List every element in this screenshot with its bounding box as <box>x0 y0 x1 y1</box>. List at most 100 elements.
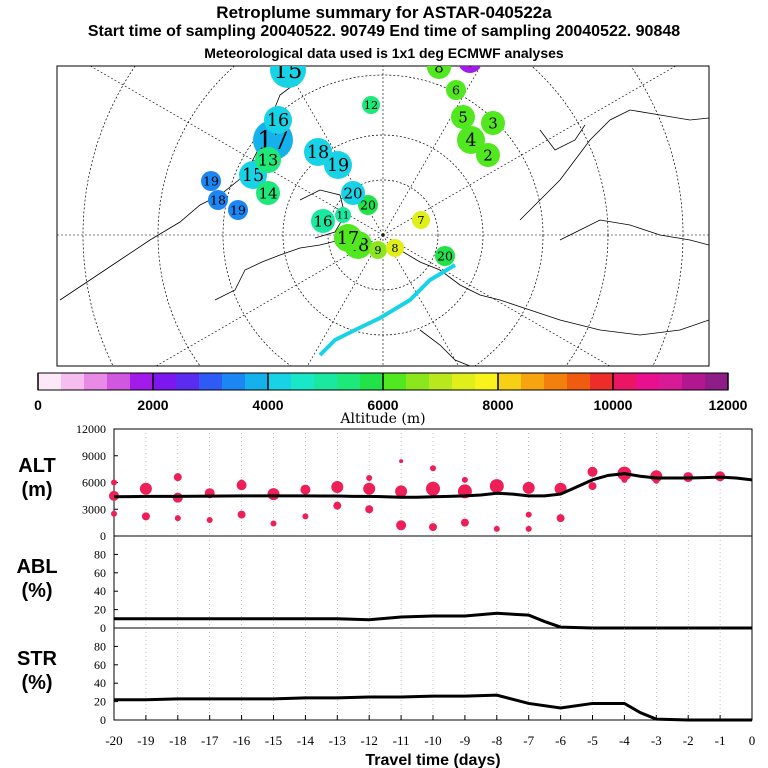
y-tick-label: 60 <box>94 566 106 580</box>
colorbar-swatch <box>544 373 568 390</box>
cluster-label: 20 <box>437 248 453 263</box>
y-tick-label: 9000 <box>82 449 106 463</box>
x-tick-label: -8 <box>491 733 502 748</box>
y-tick-label: 20 <box>94 603 106 617</box>
cluster-marker <box>255 147 281 173</box>
cluster-label: 8 <box>391 242 398 255</box>
mean-altitude-line <box>113 472 753 499</box>
y-tick-label: 0 <box>100 529 106 543</box>
colorbar-swatch <box>360 373 384 390</box>
altitude-dot <box>333 501 342 510</box>
x-tick-label: -10 <box>424 733 441 748</box>
altitude-dot <box>461 476 468 483</box>
y-tick-label: 20 <box>94 695 106 709</box>
y-tick-label: 40 <box>94 584 106 598</box>
cluster-marker <box>201 171 221 191</box>
x-tick-label: -15 <box>265 733 282 748</box>
colorbar-tick-label: 10000 <box>594 397 633 413</box>
panel-ylabel-name: ALT <box>18 455 55 477</box>
x-tick-label: -19 <box>137 733 154 748</box>
map-panel: 2020201919191818181717161615151413121110… <box>56 52 710 367</box>
altitude-dot <box>302 513 309 520</box>
meridian-line <box>382 66 677 236</box>
colorbar-swatch <box>452 373 476 390</box>
cluster-label: 13 <box>258 151 279 170</box>
cluster-label: 4 <box>465 131 476 151</box>
x-tick-label: -5 <box>587 733 598 748</box>
cluster-marker <box>362 96 380 114</box>
x-tick-label: -3 <box>651 733 662 748</box>
x-tick-label: -7 <box>523 733 534 748</box>
colorbar-axis-label: Altitude (m) <box>339 411 425 427</box>
cluster-marker <box>481 111 505 135</box>
altitude-dot <box>173 473 182 482</box>
cluster-marker <box>270 66 306 88</box>
altitude-dot <box>522 481 535 494</box>
cluster-marker <box>369 241 387 259</box>
colorbar-tick-label: 12000 <box>709 397 748 413</box>
colorbar-swatch <box>567 373 591 390</box>
altitude-dot <box>525 525 532 532</box>
cluster-marker <box>476 143 500 167</box>
cluster-label: 11 <box>337 211 350 222</box>
colorbar-swatch <box>682 373 706 390</box>
cluster-label: 5 <box>458 108 468 126</box>
cluster-label: 6 <box>452 82 460 97</box>
cluster-label: 18 <box>210 192 226 207</box>
panel-ylabel-unit: (%) <box>21 672 52 694</box>
meridian-line <box>382 234 459 366</box>
cluster-label: 3 <box>488 114 498 132</box>
colorbar-tick-label: 2000 <box>137 397 168 413</box>
altitude-dot <box>267 488 280 501</box>
y-tick-label: 12000 <box>76 422 106 436</box>
altitude-dot <box>365 505 374 514</box>
sampling-times: Start time of sampling 20040522. 90749 E… <box>87 23 681 40</box>
altitude-dot <box>587 466 598 477</box>
coastline <box>539 124 586 151</box>
cluster-marker <box>427 66 451 79</box>
colorbar-swatch <box>498 373 522 390</box>
colorbar-swatch <box>475 373 499 390</box>
x-tick-label: -13 <box>329 733 346 748</box>
cluster-marker <box>334 224 362 252</box>
figure-title: Retroplume summary for ASTAR-040522a <box>216 3 552 22</box>
colorbar-swatch <box>153 373 177 390</box>
altitude-dot <box>489 479 504 494</box>
cluster-marker <box>446 80 466 100</box>
altitude-dot <box>111 510 117 517</box>
y-tick-label: 80 <box>94 639 106 653</box>
x-tick-label: -1 <box>715 733 726 748</box>
cluster-label: 6 <box>465 52 475 70</box>
cluster-label: 16 <box>313 212 332 230</box>
cluster-marker <box>264 106 292 134</box>
altitude-dot <box>363 482 376 495</box>
x-tick-label: -6 <box>555 733 566 748</box>
cluster-marker <box>457 126 485 154</box>
cluster-label: 15 <box>274 58 303 84</box>
coastline <box>559 219 709 246</box>
x-tick-label: -16 <box>233 733 251 748</box>
altitude-colorbar: 0 2000 4000 6000 8000 10000 12000 Altitude (m) <box>34 372 748 427</box>
altitude-dot <box>429 523 437 532</box>
cluster-label: 18 <box>307 143 329 163</box>
panel-ylabel-name: STR <box>17 648 58 670</box>
panel-ylabel-unit: (%) <box>21 580 52 602</box>
panel-frame <box>113 535 753 629</box>
y-tick-label: 6000 <box>82 476 106 490</box>
x-tick-label: -18 <box>169 733 186 748</box>
altitude-dot <box>366 475 373 482</box>
colorbar-swatch <box>705 373 729 390</box>
colorbar-swatch <box>590 373 614 390</box>
cluster-marker <box>228 200 248 220</box>
colorbar-tick-label: 4000 <box>252 397 283 413</box>
altitude-dot <box>174 515 181 522</box>
y-tick-label: 3000 <box>82 502 106 516</box>
time-series-panels: 030006000900012000ALT(m)020406080ABL(%)0… <box>16 422 755 768</box>
meridian-line <box>382 66 481 236</box>
altitude-dot <box>111 479 117 486</box>
cluster-label: 8 <box>434 58 444 76</box>
panel-ylabel-name: ABL <box>16 556 57 578</box>
cluster-marker <box>304 138 332 166</box>
panel-ylabel-unit: (m) <box>21 479 52 501</box>
